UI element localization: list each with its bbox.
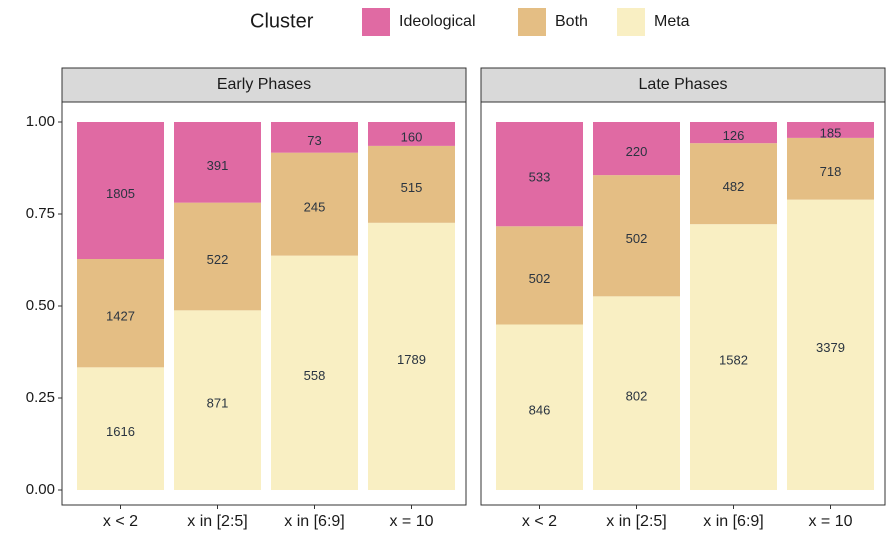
data-label: 533 [529,170,551,185]
data-label: 846 [529,403,551,418]
data-label: 1582 [719,353,748,368]
bar-segment [174,122,261,203]
bar-segment [690,224,777,491]
panel-frame [61,101,467,506]
x-tick-label: x in [2:5] [187,513,247,530]
bar-segment [690,122,777,144]
bar-segment [271,255,358,490]
data-label: 245 [304,200,326,215]
bar-segment [77,122,164,260]
bar-segment [368,122,455,146]
legend-label: Meta [654,13,690,30]
legend-key [617,8,645,36]
panel-header [61,67,467,103]
x-tick-label: x < 2 [522,513,557,530]
bar-segment [593,296,680,490]
legend-title: Cluster [250,10,314,32]
legend-label: Both [555,13,588,30]
bar-segment [593,122,680,176]
bar-segment [593,175,680,297]
x-tick-label: x < 2 [103,513,138,530]
bar-segment [690,143,777,225]
bar-segment [496,122,583,227]
x-tick-label: x in [6:9] [703,513,763,530]
x-tick-label: x in [2:5] [606,513,666,530]
data-label: 482 [723,179,745,194]
bar-segment [496,226,583,325]
bar-segment [787,199,874,490]
data-label: 802 [626,389,648,404]
bar-segment [368,222,455,490]
y-tick-label: 0.00 [26,481,55,498]
data-label: 126 [723,128,745,143]
bar-segment [271,122,358,153]
x-tick-label: x in [6:9] [284,513,344,530]
data-label: 1427 [106,309,135,324]
legend-key [362,8,390,36]
data-label: 391 [207,158,229,173]
data-label: 220 [626,144,648,159]
data-label: 3379 [816,340,845,355]
panel-frame [480,101,886,506]
y-tick-label: 0.75 [26,205,55,222]
y-tick-label: 1.00 [26,113,55,130]
data-label: 502 [529,271,551,286]
bar-segment [787,122,874,138]
data-label: 718 [820,164,842,179]
data-label: 871 [207,396,229,411]
data-label: 1789 [397,352,426,367]
data-label: 73 [307,133,321,148]
legend-label: Ideological [399,13,476,30]
data-label: 1616 [106,424,135,439]
bar-segment [77,259,164,368]
legend-key [518,8,546,36]
bar-segment [496,324,583,490]
x-tick-label: x = 10 [389,513,433,530]
bar-segment [271,152,358,256]
bar-segment [174,310,261,490]
panel-title: Late Phases [639,76,728,93]
x-tick-label: x = 10 [808,513,852,530]
panel-title: Early Phases [217,76,311,93]
y-tick-label: 0.50 [26,297,55,314]
data-label: 160 [401,129,423,144]
bar-segment [787,137,874,200]
data-label: 185 [820,125,842,140]
panel-header [480,67,886,103]
data-label: 515 [401,180,423,195]
data-label: 558 [304,368,326,383]
data-label: 1805 [106,186,135,201]
data-label: 522 [207,252,229,267]
data-label: 502 [626,231,648,246]
bar-segment [368,145,455,223]
bar-segment [174,202,261,311]
y-tick-label: 0.25 [26,389,55,406]
bar-segment [77,367,164,490]
